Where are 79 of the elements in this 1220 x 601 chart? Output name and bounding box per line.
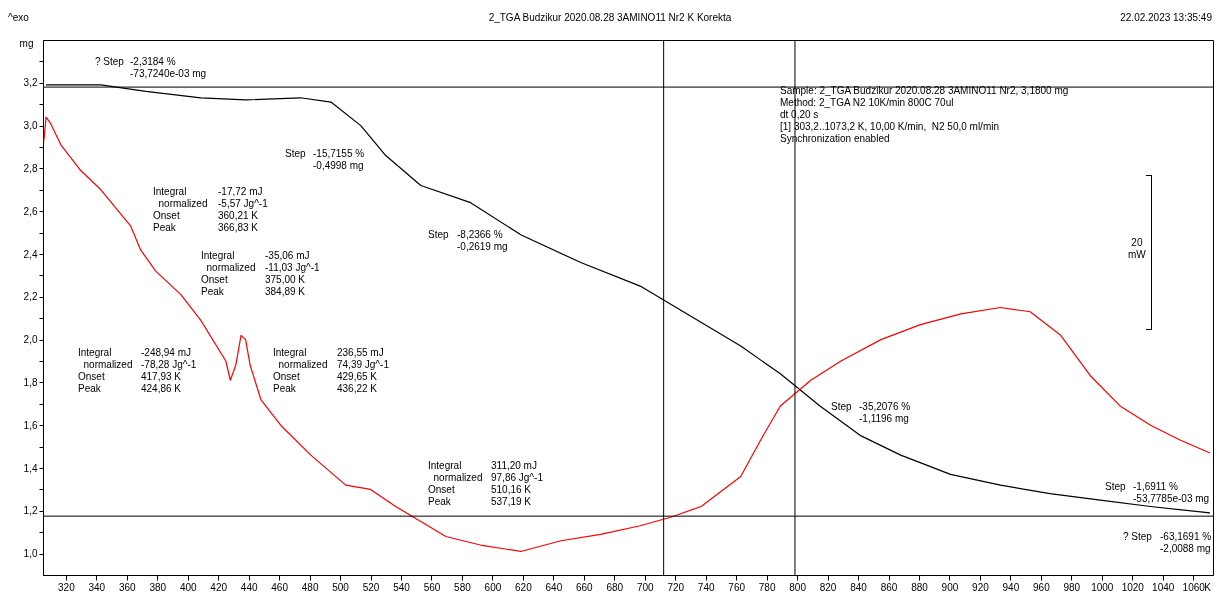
x-tick-label: 500 bbox=[332, 581, 350, 593]
text: ^exo bbox=[8, 12, 29, 24]
x-tick-label: 1040 bbox=[1152, 581, 1175, 593]
x-tick-label: 800 bbox=[789, 581, 807, 593]
x-tick-label: 540 bbox=[393, 581, 411, 593]
x-tick-label: 460 bbox=[271, 581, 289, 593]
annotation: 20 mW bbox=[1128, 237, 1146, 261]
annotation: Integral normalized Onset Peak bbox=[201, 250, 256, 298]
x-tick-label: 920 bbox=[972, 581, 990, 593]
y-tick-label: 2,4 bbox=[23, 248, 38, 260]
annotation: 236,55 mJ 74,39 Jg^-1 429,65 K 436,22 K bbox=[337, 347, 389, 395]
annotation: -35,2076 % -1,1196 mg bbox=[859, 401, 911, 425]
x-tick-label: 700 bbox=[636, 581, 655, 593]
annotation: Sample: 2_TGA Budzikur 2020.08.28 3AMINO11 Nr2, 3,1800 mg Method: 2_TGA N2 10K/min 800C 70ul dt 0,20 s [1] 303,2..1073,2 K, 10,00 K/min, N2 50,0 ml/min Synchronization enabled bbox=[780, 85, 1069, 145]
x-tick-label: 360 bbox=[118, 581, 137, 593]
x-tick-label: 1000 bbox=[1091, 581, 1114, 593]
x-tick-label: 660 bbox=[575, 581, 594, 593]
x-tick-label: 720 bbox=[667, 581, 685, 593]
y-tick-label: 1,2 bbox=[23, 505, 38, 517]
y-tick-label: 1,4 bbox=[23, 462, 38, 474]
y-tick-label: 2,6 bbox=[23, 205, 38, 217]
annotation: ? Step bbox=[95, 56, 124, 68]
x-tick-label: 1020 bbox=[1121, 581, 1145, 593]
y-tick-label: 1,6 bbox=[23, 419, 38, 431]
annotation: 311,20 mJ 97,86 Jg^-1 510,16 K 537,19 K bbox=[491, 460, 543, 508]
y-tick-label: 2,8 bbox=[23, 162, 38, 174]
annotation: -1,6911 % -53,7785e-03 mg bbox=[1133, 481, 1210, 505]
y-tick-label: 1,0 bbox=[23, 548, 38, 560]
annotation: Step bbox=[1105, 481, 1126, 493]
annotation: Integral normalized Onset Peak bbox=[78, 347, 133, 395]
x-tick-label: 740 bbox=[697, 581, 715, 593]
x-tick-label: 840 bbox=[850, 581, 868, 593]
y-tick-label: 2,2 bbox=[23, 291, 38, 303]
annotation: Integral normalized Onset Peak bbox=[428, 460, 483, 508]
x-tick-label: 600 bbox=[484, 581, 502, 593]
x-tick-label: 620 bbox=[515, 581, 533, 593]
x-tick-label: 980 bbox=[1063, 581, 1081, 593]
x-tick-label: 480 bbox=[301, 581, 319, 593]
x-tick-label: 780 bbox=[758, 581, 776, 593]
annotation: -17,72 mJ -5,57 Jg^-1 360,21 K 366,83 K bbox=[218, 186, 268, 234]
y-tick-label: 1,8 bbox=[23, 376, 38, 388]
x-tick-label: 440 bbox=[240, 581, 258, 593]
chart-title: 2_TGA Budzikur 2020.08.28 3AMINO11 Nr2 K Korekta bbox=[488, 12, 732, 23]
x-tick-label: 680 bbox=[606, 581, 624, 593]
x-tick-label: 900 bbox=[941, 581, 959, 593]
x-tick-label: 520 bbox=[362, 581, 380, 593]
annotation: Step bbox=[831, 401, 852, 413]
annotation: -35,06 mJ -11,03 Jg^-1 375,00 K 384,89 K bbox=[265, 250, 320, 298]
x-tick-label: 400 bbox=[179, 581, 198, 593]
x-tick-label: 560 bbox=[423, 581, 441, 593]
annotation: Integral normalized Onset Peak bbox=[273, 347, 328, 395]
annotation: Step bbox=[428, 229, 449, 241]
y-tick-label: 3,2 bbox=[23, 77, 38, 89]
annotation: -15,7155 % -0,4998 mg bbox=[313, 148, 365, 172]
x-tick-label: 420 bbox=[210, 581, 228, 593]
x-tick-label: 1060 bbox=[1182, 581, 1206, 593]
x-tick-label: 580 bbox=[454, 581, 472, 593]
x-tick-label: 640 bbox=[545, 581, 563, 593]
y-tick-label: 3,0 bbox=[23, 120, 38, 132]
annotation: -248,94 mJ -78,28 Jg^-1 417,93 K 424,86 K bbox=[141, 347, 197, 395]
annotation: Integral normalized Onset Peak bbox=[153, 186, 208, 234]
x-tick-label: 860 bbox=[880, 581, 898, 593]
x-tick-label: 320 bbox=[58, 581, 76, 593]
x-tick-label: 820 bbox=[819, 581, 837, 593]
annotation: Step bbox=[285, 148, 306, 160]
x-tick-label: 380 bbox=[149, 581, 167, 593]
y-tick-label: 2,0 bbox=[23, 334, 38, 346]
x-tick-label: 940 bbox=[1002, 581, 1020, 593]
annotation: -2,3184 % -73,7240e-03 mg bbox=[130, 56, 207, 80]
annotation: -63,1691 % -2,0088 mg bbox=[1160, 531, 1212, 555]
x-tick-label: 880 bbox=[911, 581, 929, 593]
annotation: ? Step bbox=[1123, 531, 1152, 543]
text: 22.02.2023 13:35:49 bbox=[1120, 12, 1212, 24]
annotation: -8,2366 % -0,2619 mg bbox=[457, 229, 508, 253]
x-axis-title: K bbox=[1204, 581, 1212, 593]
y-axis-title: mg bbox=[19, 37, 34, 49]
x-tick-label: 760 bbox=[728, 581, 746, 593]
x-tick-label: 340 bbox=[88, 581, 106, 593]
x-tick-label: 960 bbox=[1033, 581, 1051, 593]
